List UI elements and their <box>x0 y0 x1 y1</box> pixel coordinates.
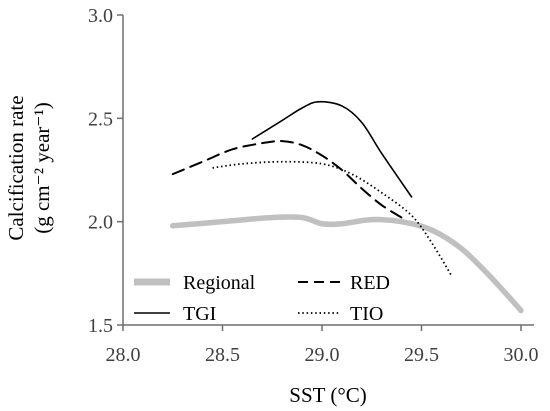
plot-axes: 1.5 2.0 2.5 3.0 28.0 28.5 29.0 29.5 30.0 <box>88 5 539 366</box>
y-axis-title-line-1: Calcification rate <box>4 95 28 240</box>
series-line-tgi <box>251 100 413 198</box>
y-ticks: 1.5 2.0 2.5 3.0 <box>88 5 123 337</box>
y-tick-label: 2.5 <box>88 108 113 130</box>
y-axis-title-line-2: (g cm⁻² year⁻¹) <box>30 102 54 234</box>
legend-label-red: RED <box>350 272 390 294</box>
x-tick-label: 30.0 <box>504 344 539 366</box>
series-line-regional <box>170 214 524 314</box>
series-line-red <box>171 140 403 219</box>
legend: Regional RED TGI TIO <box>134 272 390 325</box>
x-tick-label: 28.5 <box>205 344 240 366</box>
y-axis-title: Calcification rate (g cm⁻² year⁻¹) <box>4 95 54 240</box>
x-ticks: 28.0 28.5 29.0 29.5 30.0 <box>106 325 539 366</box>
x-tick-label: 28.0 <box>106 344 141 366</box>
series-layer <box>170 100 524 314</box>
y-tick-label: 3.0 <box>88 5 113 27</box>
x-axis-title: SST (°C) <box>289 383 366 407</box>
y-tick-label: 2.0 <box>88 212 113 234</box>
x-tick-label: 29.5 <box>404 344 439 366</box>
legend-label-tgi: TGI <box>183 303 216 325</box>
x-tick-label: 29.0 <box>305 344 340 366</box>
y-tick-label: 1.5 <box>88 315 113 337</box>
legend-label-regional: Regional <box>183 272 256 294</box>
legend-label-tio: TIO <box>350 303 383 325</box>
